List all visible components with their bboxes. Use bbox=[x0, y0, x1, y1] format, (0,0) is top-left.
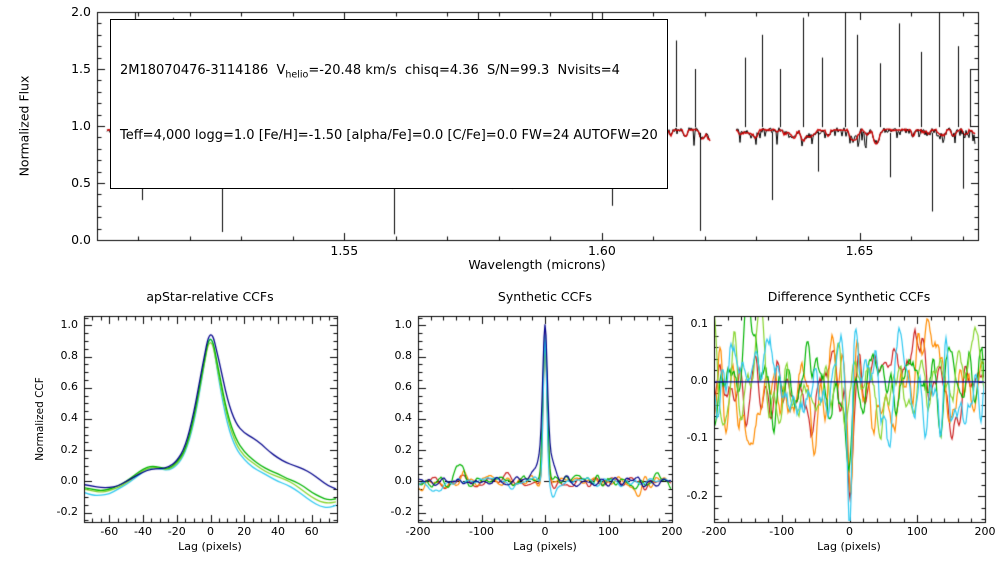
x-tick-label: -20 bbox=[167, 525, 186, 538]
annotation-line1-values: =-20.48 km/s chisq=4.36 S/N=99.3 Nvisits… bbox=[308, 63, 620, 78]
y-tick-label: 1.0 bbox=[394, 317, 413, 331]
x-tick-label: 0 bbox=[207, 525, 214, 538]
apstar-ccf-x-axis-label: Lag (pixels) bbox=[178, 540, 242, 553]
x-tick-label: 100 bbox=[598, 525, 619, 538]
x-tick-label: 200 bbox=[974, 525, 996, 538]
x-tick-label: 1.55 bbox=[330, 243, 359, 258]
y-tick-label: 0.2 bbox=[394, 442, 413, 456]
x-tick-label: 100 bbox=[906, 525, 928, 538]
x-tick-label: 0 bbox=[846, 525, 853, 538]
x-tick-label: 60 bbox=[304, 525, 319, 538]
y-tick-label: 1.5 bbox=[71, 60, 91, 76]
y-tick-label: 0.6 bbox=[394, 380, 413, 394]
x-tick-label: -200 bbox=[701, 525, 727, 538]
y-tick-label: 2.0 bbox=[71, 3, 91, 19]
y-tick-label: 0.5 bbox=[71, 174, 91, 190]
y-tick-label: 0.2 bbox=[60, 442, 79, 456]
x-tick-label: -100 bbox=[469, 525, 494, 538]
x-tick-label: 40 bbox=[270, 525, 285, 538]
y-tick-label: 0.4 bbox=[394, 411, 413, 425]
x-tick-label: -60 bbox=[100, 525, 119, 538]
y-tick-label: 0.0 bbox=[71, 231, 91, 247]
annotation-line1: 2M18070476-3114186 Vhelio=-20.48 km/s ch… bbox=[120, 61, 658, 86]
y-tick-label: 1.0 bbox=[60, 317, 79, 331]
apstar-ccf-title: apStar-relative CCFs bbox=[146, 289, 274, 304]
y-tick-label: -0.2 bbox=[390, 505, 412, 519]
x-tick-label: 200 bbox=[661, 525, 683, 538]
y-tick-label: -0.2 bbox=[686, 488, 708, 502]
annotation-star-id: 2M18070476-3114186 V bbox=[120, 63, 286, 78]
y-tick-label: 0.8 bbox=[394, 348, 413, 362]
y-tick-label: 0.8 bbox=[60, 348, 79, 362]
y-tick-label: 0.0 bbox=[690, 374, 709, 388]
x-tick-label: 1.65 bbox=[845, 243, 874, 258]
y-tick-label: -0.1 bbox=[686, 431, 708, 445]
y-tick-label: 1.0 bbox=[71, 117, 91, 133]
spectrum-y-axis-label: Normalized Flux bbox=[16, 75, 32, 177]
difference-ccf-x-axis-label: Lag (pixels) bbox=[817, 540, 881, 553]
annotation-line2: Teff=4,000 logg=1.0 [Fe/H]=-1.50 [alpha/… bbox=[120, 127, 658, 143]
vhelio-subscript: helio bbox=[285, 69, 309, 81]
x-tick-label: 0 bbox=[541, 525, 549, 538]
difference-ccf-title: Difference Synthetic CCFs bbox=[767, 289, 931, 304]
y-tick-label: -0.2 bbox=[56, 505, 78, 519]
x-tick-label: -200 bbox=[405, 525, 431, 538]
y-tick-label: 0.1 bbox=[690, 316, 709, 330]
spectrum-x-axis-label: Wavelength (microns) bbox=[468, 257, 606, 272]
synthetic-ccf-title: Synthetic CCFs bbox=[497, 289, 593, 304]
x-tick-label: -100 bbox=[769, 525, 795, 538]
fit-parameters-annotation: 2M18070476-3114186 Vhelio=-20.48 km/s ch… bbox=[110, 19, 668, 189]
x-tick-label: 1.60 bbox=[587, 243, 616, 258]
synthetic-ccf-x-axis-label: Lag (pixels) bbox=[513, 540, 577, 553]
x-tick-label: -40 bbox=[134, 525, 153, 538]
y-tick-label: 0.0 bbox=[394, 473, 413, 487]
x-tick-label: 20 bbox=[237, 525, 252, 538]
y-tick-label: 0.0 bbox=[60, 473, 79, 487]
y-tick-label: 0.4 bbox=[60, 411, 79, 425]
y-tick-label: 0.6 bbox=[60, 380, 79, 394]
